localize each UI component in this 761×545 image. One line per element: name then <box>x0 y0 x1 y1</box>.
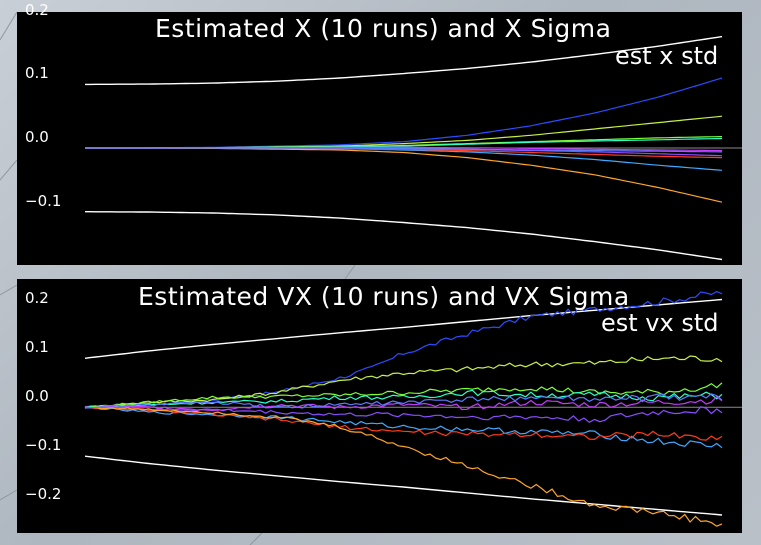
series-line-7 <box>85 406 723 441</box>
y-tick-label: −0.2 <box>25 485 62 504</box>
sigma-line-upper <box>85 35 723 86</box>
series-line-1 <box>85 77 723 149</box>
background-line <box>0 11 18 41</box>
series-line-2 <box>84 355 723 409</box>
sigma-line-lower <box>85 211 723 261</box>
y-tick-label: 0.0 <box>25 128 49 147</box>
series-line-5 <box>84 406 723 449</box>
chart-vx-legend-label: est vx std <box>601 309 719 337</box>
background-line <box>0 159 18 181</box>
y-tick-label: 0.2 <box>25 0 49 19</box>
series-line-10 <box>85 147 723 153</box>
series-line-2 <box>85 115 723 149</box>
series-line-6 <box>84 406 723 424</box>
chart-vx-title: Estimated VX (10 runs) and VX Sigma <box>138 282 630 311</box>
chart-panel-vx: Estimated VX (10 runs) and VX Sigma est … <box>17 279 742 533</box>
series-line-3 <box>84 382 723 409</box>
sigma-line-lower <box>84 455 723 516</box>
background-line <box>0 284 18 296</box>
y-tick-label: −0.1 <box>25 191 62 210</box>
y-tick-label: 0.0 <box>25 387 49 406</box>
y-tick-label: −0.1 <box>25 436 62 455</box>
background-line <box>249 532 263 545</box>
series-line-9 <box>84 395 723 412</box>
chart-x-plot <box>84 35 742 261</box>
background-line <box>0 489 18 501</box>
y-tick-label: 0.1 <box>25 338 49 357</box>
series-line-8 <box>84 147 723 203</box>
y-tick-label: 0.1 <box>25 64 49 83</box>
chart-x-title: Estimated X (10 runs) and X Sigma <box>155 14 612 43</box>
series-line-10 <box>84 393 723 409</box>
chart-vx-plot <box>84 290 742 527</box>
chart-x-legend-label: est x std <box>615 42 719 70</box>
background-line <box>344 264 356 280</box>
y-tick-label: 0.2 <box>25 289 49 308</box>
chart-panel-x: Estimated X (10 runs) and X Sigma est x … <box>17 1 742 265</box>
series-line-8 <box>84 406 723 527</box>
series-line-4 <box>84 389 723 409</box>
